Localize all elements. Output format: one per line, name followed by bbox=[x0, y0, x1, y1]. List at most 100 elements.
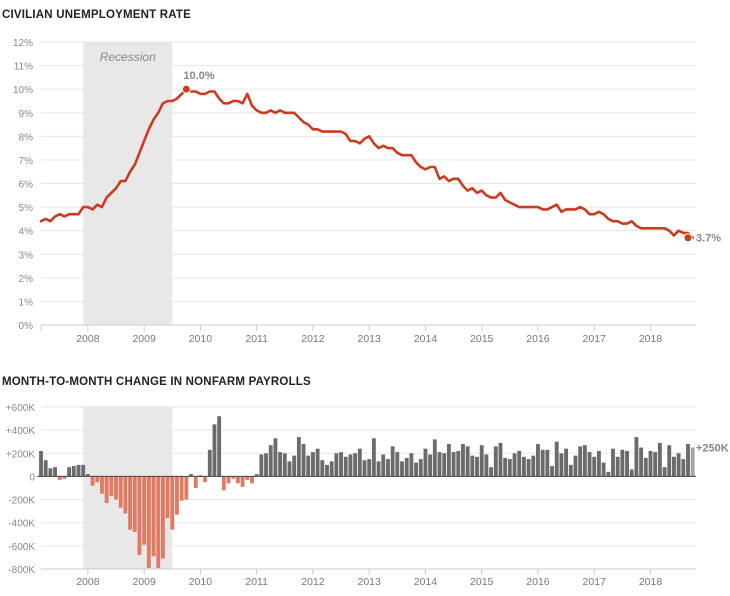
x-tick-label: 2009 bbox=[132, 576, 156, 588]
payroll-bar bbox=[578, 446, 583, 477]
payroll-bar bbox=[690, 447, 695, 477]
payroll-bar bbox=[118, 476, 123, 508]
unemployment-rate-chart: Recession 0% 1% 2% 3% 4% 5% 6% 7% 8% 9% 10% 11% 12% 20… bbox=[13, 38, 721, 345]
payroll-bar bbox=[493, 446, 498, 477]
payroll-bar bbox=[587, 452, 592, 477]
payroll-bar bbox=[484, 454, 489, 477]
payroll-bar bbox=[512, 453, 517, 477]
payroll-bar bbox=[568, 464, 573, 477]
payroll-bar bbox=[620, 449, 625, 477]
payroll-bar bbox=[536, 444, 540, 477]
payroll-bar bbox=[179, 476, 184, 501]
payroll-bar bbox=[123, 476, 128, 514]
payroll-bar bbox=[109, 476, 114, 497]
x-tick-label: 2010 bbox=[189, 576, 213, 588]
payroll-bar bbox=[437, 452, 442, 477]
payroll-bar bbox=[381, 454, 386, 477]
payroll-bar bbox=[662, 467, 667, 477]
payroll-bar bbox=[221, 476, 226, 491]
x-tick-label: 2013 bbox=[358, 576, 382, 588]
payroll-bar bbox=[465, 446, 470, 477]
payroll-bar bbox=[245, 476, 250, 480]
payroll-bar bbox=[362, 460, 367, 477]
y-tick-label: 10% bbox=[13, 85, 33, 96]
payroll-bar bbox=[53, 467, 57, 477]
payroll-bar bbox=[292, 455, 297, 477]
payroll-bar bbox=[67, 467, 72, 477]
x-tick-label: 2018 bbox=[639, 576, 663, 588]
payroll-bar bbox=[207, 449, 212, 477]
x-tick-label: 2015 bbox=[470, 576, 494, 588]
payroll-bar bbox=[531, 455, 536, 477]
y-tick-label: -400K bbox=[8, 519, 35, 530]
recession-label: Recession bbox=[100, 50, 156, 64]
y-tick-label: 3% bbox=[19, 250, 34, 261]
payroll-bar bbox=[503, 457, 508, 477]
payroll-bar bbox=[104, 476, 109, 504]
payroll-bar bbox=[390, 446, 395, 477]
payroll-bar bbox=[475, 456, 479, 477]
payroll-bar bbox=[629, 469, 634, 477]
x-tick-label: 2012 bbox=[301, 576, 325, 588]
payroll-bar bbox=[507, 459, 512, 477]
payroll-bar bbox=[573, 455, 578, 477]
payroll-bar bbox=[306, 455, 311, 477]
payroll-bar bbox=[264, 453, 268, 477]
payroll-bar bbox=[545, 449, 550, 477]
x-tick-label: 2009 bbox=[132, 333, 156, 345]
x-tick-label: 2018 bbox=[639, 333, 663, 345]
payroll-bar bbox=[400, 461, 404, 477]
y-tick-label: 1% bbox=[19, 297, 34, 308]
payroll-bar bbox=[343, 456, 348, 477]
payroll-bar bbox=[151, 476, 156, 557]
payroll-bar bbox=[414, 462, 418, 477]
payroll-bar bbox=[57, 476, 62, 480]
payroll-bar bbox=[71, 466, 76, 477]
x-tick-label: 2016 bbox=[526, 576, 550, 588]
x-tick-label: 2014 bbox=[414, 333, 438, 345]
payroll-bar bbox=[100, 476, 104, 494]
payroll-bar bbox=[446, 444, 451, 477]
payroll-bar bbox=[348, 454, 353, 477]
payroll-bar bbox=[653, 452, 658, 477]
x-tick-label: 2012 bbox=[301, 333, 325, 345]
y-tick-label: 0% bbox=[19, 321, 34, 332]
payroll-bar bbox=[442, 453, 447, 477]
payroll-bar bbox=[371, 438, 376, 477]
annotation-dot bbox=[683, 233, 693, 243]
payroll-bar bbox=[357, 448, 362, 477]
x-tick-label: 2014 bbox=[414, 576, 438, 588]
payroll-bar bbox=[521, 456, 526, 477]
payroll-bar bbox=[676, 453, 681, 477]
payroll-bar bbox=[367, 459, 372, 477]
payroll-bar bbox=[564, 448, 569, 477]
payroll-bar bbox=[165, 476, 170, 519]
payroll-bar bbox=[517, 450, 522, 477]
annotation-dot bbox=[181, 84, 191, 94]
y-tick-label: 8% bbox=[19, 132, 34, 143]
payroll-bar bbox=[198, 475, 203, 477]
payroll-bar bbox=[184, 476, 189, 500]
payroll-bar bbox=[114, 476, 118, 500]
latest-label: 3.7% bbox=[696, 233, 721, 245]
peak-label: 10.0% bbox=[183, 70, 214, 82]
x-tick-label: 2011 bbox=[245, 576, 268, 588]
x-tick-label: 2017 bbox=[583, 576, 607, 588]
unemployment-chart-title: CIVILIAN UNEMPLOYMENT RATE bbox=[2, 9, 191, 21]
payroll-bar bbox=[456, 450, 461, 477]
payroll-bar bbox=[76, 464, 81, 477]
payroll-bar bbox=[625, 450, 629, 477]
payroll-bar bbox=[39, 450, 43, 477]
payroll-bar bbox=[582, 445, 587, 477]
payroll-bar bbox=[423, 448, 428, 477]
x-tick-label: 2008 bbox=[76, 333, 100, 345]
y-tick-label: 6% bbox=[19, 180, 34, 191]
payroll-bar bbox=[287, 461, 292, 477]
payroll-bar bbox=[592, 456, 597, 477]
payroll-bar bbox=[334, 453, 339, 477]
payroll-bar bbox=[559, 453, 564, 477]
x-tick-label: 2013 bbox=[358, 333, 382, 345]
payroll-bar bbox=[273, 438, 278, 477]
payroll-bar bbox=[240, 476, 245, 487]
payroll-bar bbox=[259, 454, 264, 477]
